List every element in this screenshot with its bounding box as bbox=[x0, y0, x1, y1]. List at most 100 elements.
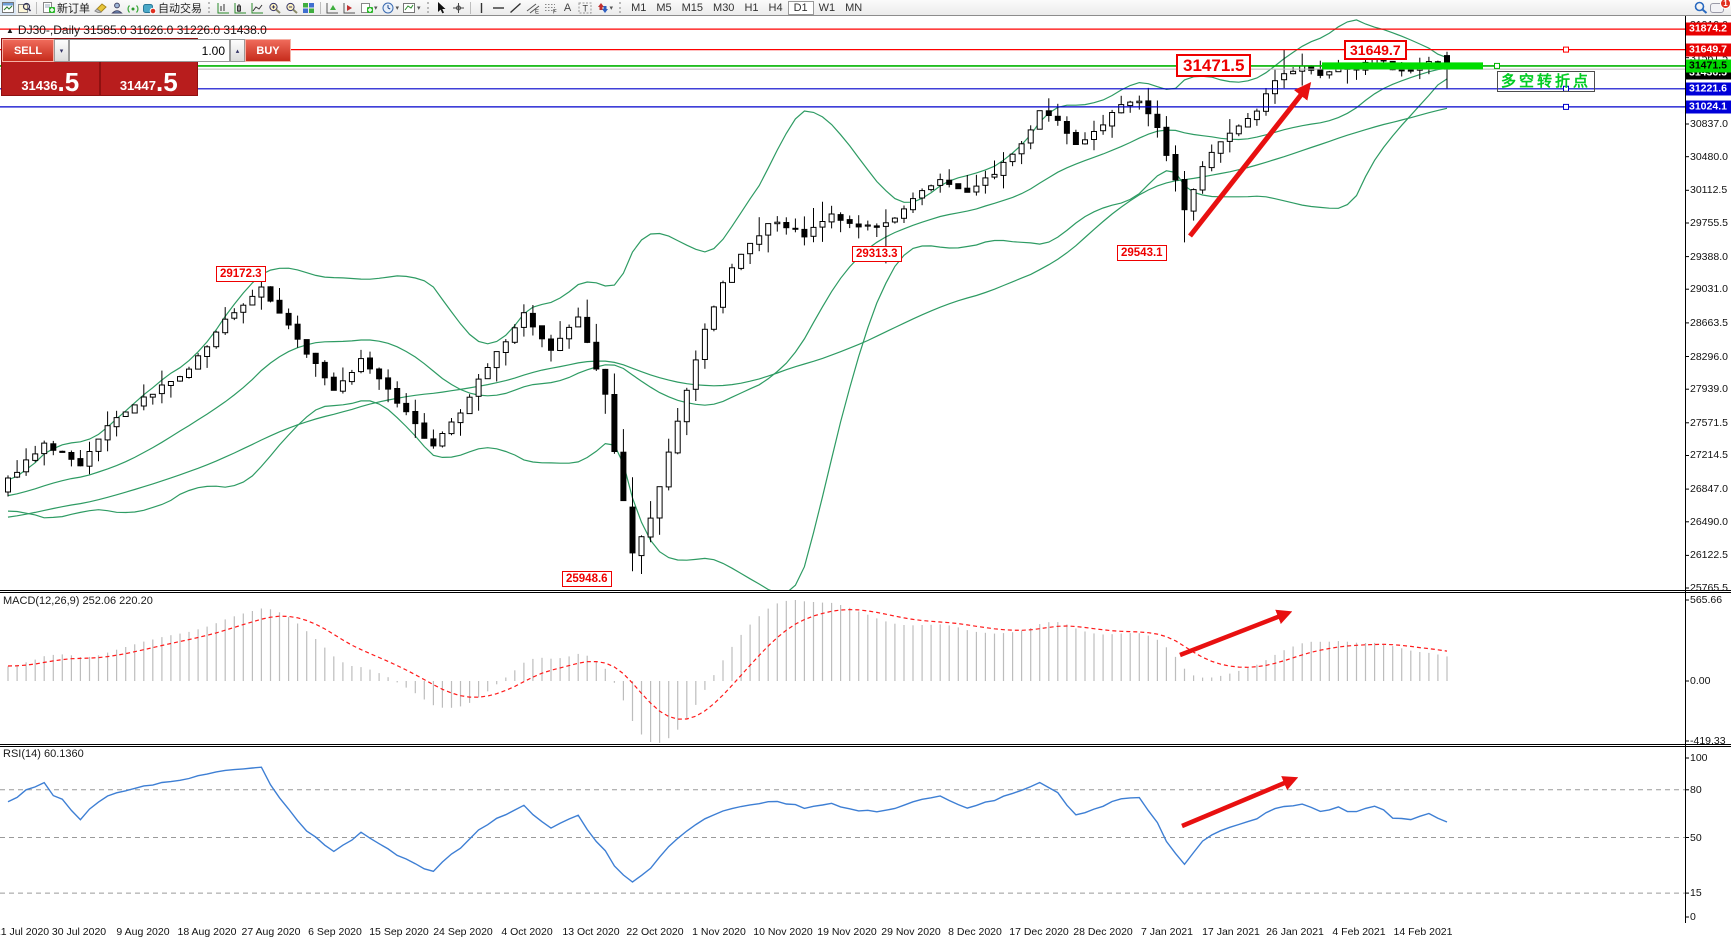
chart-title: ▲ DJ30-,Daily 31585.0 31626.0 31226.0 314… bbox=[6, 23, 267, 37]
arrows-tool[interactable]: ▾ bbox=[594, 0, 616, 15]
notification-badge: 1 bbox=[1720, 0, 1731, 9]
swing-label-29313[interactable]: 29313.3 bbox=[852, 246, 902, 262]
zoom-in-icon[interactable] bbox=[266, 0, 283, 15]
price-tick-label: 30112.5 bbox=[1690, 184, 1728, 197]
timeframe-button-W1[interactable]: W1 bbox=[818, 1, 836, 14]
cursor-tool[interactable] bbox=[434, 0, 450, 15]
trend-arrow-main bbox=[1188, 81, 1312, 238]
timeframe-button-M1[interactable]: M1 bbox=[631, 1, 647, 14]
time-axis-label: 17 Jan 2021 bbox=[1202, 926, 1260, 938]
timeframe-button-D1[interactable]: D1 bbox=[787, 0, 814, 15]
timeframe-button-MN[interactable]: MN bbox=[845, 1, 863, 14]
equidistant-channel-tool[interactable]: E bbox=[524, 0, 542, 15]
auto-trading-button[interactable]: 自动交易 bbox=[141, 0, 204, 15]
timeframe-button-M30[interactable]: M30 bbox=[713, 1, 735, 14]
time-axis-label: 29 Nov 2020 bbox=[881, 926, 941, 938]
chart-window-icon[interactable] bbox=[0, 0, 16, 15]
templates-dropdown-caret[interactable]: ▾ bbox=[417, 4, 421, 12]
buy-price[interactable]: 31447.5 bbox=[119, 67, 178, 97]
price-line-label-red: 31649.7 bbox=[1686, 43, 1731, 57]
time-axis-label: 6 Sep 2020 bbox=[308, 926, 362, 938]
time-axis-label: 30 Jul 2020 bbox=[51, 926, 107, 938]
time-axis-label: 18 Aug 2020 bbox=[177, 926, 237, 938]
periods-clock-button[interactable]: ▾ bbox=[380, 0, 402, 15]
time-axis-label: 14 Feb 2021 bbox=[1393, 926, 1453, 938]
price-tick-label: 26490.0 bbox=[1690, 515, 1728, 528]
search-icon[interactable] bbox=[1692, 0, 1710, 15]
one-click-trading-panel: SELL ▾ ▴ BUY 31436.5 31447.5 bbox=[1, 38, 291, 97]
price-tick-label: 29031.0 bbox=[1690, 283, 1728, 296]
signal-icon[interactable] bbox=[125, 0, 141, 15]
toolbar: 新订单 自动交易 bbox=[0, 0, 1731, 16]
bar-chart-type-icon[interactable] bbox=[215, 0, 232, 15]
note-turning-point[interactable]: 多空转折点 bbox=[1497, 71, 1596, 92]
new-order-label: 新订单 bbox=[57, 2, 90, 15]
candlesticks bbox=[5, 48, 1450, 574]
time-axis-label: 10 Nov 2020 bbox=[753, 926, 813, 938]
new-order-button[interactable]: 新订单 bbox=[40, 0, 92, 15]
timeframe-button-H4[interactable]: H4 bbox=[768, 1, 783, 14]
level-label-31649[interactable]: 31649.7 bbox=[1344, 40, 1407, 60]
text-label-tool[interactable]: T bbox=[576, 0, 594, 15]
price-tick-label: 29755.5 bbox=[1690, 216, 1728, 229]
tile-windows-icon[interactable] bbox=[300, 0, 317, 15]
time-axis-label: 1 Nov 2020 bbox=[692, 926, 746, 938]
volume-input[interactable] bbox=[69, 39, 230, 62]
templates-button[interactable]: ▾ bbox=[401, 0, 423, 15]
fibonacci-tool[interactable]: F bbox=[542, 0, 560, 15]
macd-scale-label: 565.66 bbox=[1690, 593, 1723, 606]
indicators-dropdown-caret[interactable]: ▾ bbox=[374, 4, 378, 12]
text-tool[interactable]: A bbox=[563, 1, 572, 14]
svg-text:F: F bbox=[553, 9, 557, 14]
sell-price[interactable]: 31436.5 bbox=[2, 62, 101, 95]
price-line-label-red: 31874.2 bbox=[1686, 22, 1731, 36]
sell-button[interactable]: SELL bbox=[2, 39, 54, 62]
price-tick-label: 27214.5 bbox=[1690, 449, 1728, 462]
main-chart-layer[interactable] bbox=[0, 19, 1685, 593]
time-axis-label: 4 Oct 2020 bbox=[501, 926, 553, 938]
zoom-out-icon[interactable] bbox=[283, 0, 300, 15]
price-tick-label: 27571.5 bbox=[1690, 416, 1728, 429]
notifications-chat-icon[interactable]: 1 bbox=[1710, 0, 1731, 14]
trend-arrow-macd bbox=[1179, 609, 1293, 658]
buy-button[interactable]: BUY bbox=[245, 39, 291, 62]
chart-shift-icon[interactable] bbox=[341, 0, 358, 15]
trendline-tool[interactable] bbox=[507, 0, 524, 15]
timeframe-button-H1[interactable]: H1 bbox=[744, 1, 759, 14]
price-tick-label: 25765.5 bbox=[1690, 582, 1728, 595]
line-chart-type-icon[interactable] bbox=[249, 0, 266, 15]
rsi-scale-label: 0 bbox=[1690, 911, 1696, 923]
horizontal-line-tool[interactable] bbox=[490, 0, 507, 15]
vertical-line-tool[interactable] bbox=[474, 0, 490, 15]
crosshair-tool[interactable] bbox=[450, 0, 467, 15]
level-label-31471[interactable]: 31471.5 bbox=[1176, 54, 1252, 77]
volume-increase-button[interactable]: ▴ bbox=[230, 39, 245, 62]
highlight-zone bbox=[1322, 62, 1483, 70]
rsi-scale-label: 100 bbox=[1690, 752, 1708, 764]
eraser-icon[interactable] bbox=[92, 0, 109, 15]
price-tick-label: 26847.0 bbox=[1690, 483, 1728, 496]
price-tick-label: 28296.0 bbox=[1690, 350, 1728, 363]
time-axis[interactable]: 21 Jul 2020 30 Jul 2020 9 Aug 2020 18 Aug 2… bbox=[0, 923, 1731, 939]
price-tick-label: 30837.0 bbox=[1690, 118, 1728, 130]
window-preview-icon[interactable] bbox=[16, 0, 33, 15]
macd-signal-line bbox=[7, 608, 1448, 720]
rsi-layer bbox=[0, 766, 1685, 894]
price-axis[interactable]: 31919.031561.530837.030480.030112.529755… bbox=[1686, 16, 1731, 923]
profile-icon[interactable] bbox=[109, 0, 125, 15]
trend-arrow-rsi bbox=[1181, 776, 1299, 829]
swing-label-25948[interactable]: 25948.6 bbox=[562, 571, 612, 587]
timeframe-button-M5[interactable]: M5 bbox=[656, 1, 672, 14]
volume-decrease-button[interactable]: ▾ bbox=[54, 39, 69, 62]
auto-scroll-icon[interactable] bbox=[324, 0, 341, 15]
periods-dropdown-caret[interactable]: ▾ bbox=[395, 4, 400, 12]
swing-label-29172[interactable]: 29172.3 bbox=[216, 266, 266, 282]
arrows-dropdown-caret[interactable]: ▾ bbox=[609, 4, 614, 12]
indicators-button[interactable]: ▾ bbox=[358, 0, 380, 15]
candlestick-chart-type-icon[interactable] bbox=[232, 0, 249, 15]
swing-label-29543[interactable]: 29543.1 bbox=[1117, 245, 1167, 261]
timeframe-button-M15[interactable]: M15 bbox=[681, 1, 704, 14]
time-axis-label: 28 Dec 2020 bbox=[1073, 926, 1133, 938]
